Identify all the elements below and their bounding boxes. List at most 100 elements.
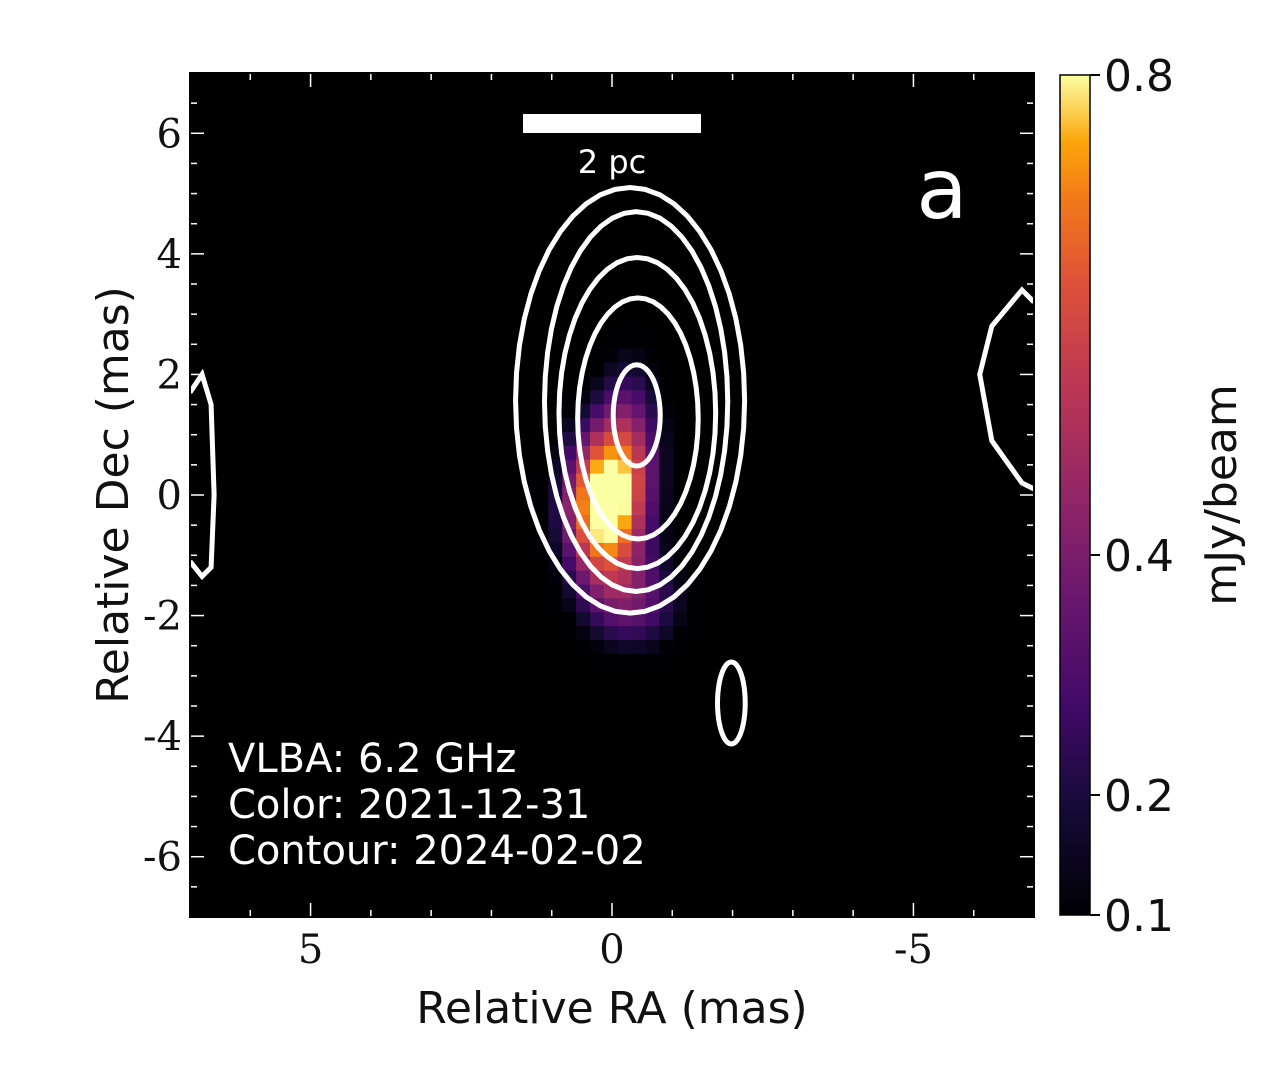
image-pixel — [548, 515, 563, 530]
image-pixel — [617, 334, 633, 350]
y-tick-label: -4 — [143, 714, 182, 760]
image-pixel — [645, 348, 660, 364]
contour-line — [575, 295, 701, 542]
image-pixel — [617, 653, 633, 669]
image-pixel — [645, 570, 660, 586]
image-pixel — [659, 473, 674, 488]
image-pixel — [659, 487, 674, 502]
image-pixel — [659, 612, 674, 627]
image-pixel — [659, 653, 674, 669]
image-pixel — [548, 584, 563, 599]
image-pixel — [617, 432, 633, 447]
image-pixel — [645, 612, 660, 627]
image-pixel — [562, 542, 577, 558]
image-pixel — [631, 487, 646, 502]
image-pixel — [645, 515, 660, 530]
image-pixel — [659, 639, 674, 655]
image-pixel — [589, 376, 605, 391]
image-pixel — [631, 432, 646, 447]
image-pixel — [659, 584, 674, 599]
image-pixel — [603, 348, 619, 364]
image-pixel — [631, 639, 646, 655]
annotation-line: VLBA: 6.2 GHz — [228, 736, 516, 782]
image-pixel — [617, 404, 633, 419]
image-pixel — [589, 418, 605, 433]
annotation-line: Contour: 2024-02-02 — [228, 828, 646, 874]
image-pixel — [659, 432, 674, 447]
image-pixel — [645, 653, 660, 669]
contour-line — [541, 209, 731, 594]
image-pixel — [603, 334, 619, 350]
plot-frame — [189, 72, 1035, 918]
x-tick-label: 5 — [298, 927, 323, 973]
image-pixel — [576, 487, 591, 502]
image-pixel — [645, 459, 660, 475]
contour-line — [610, 362, 663, 469]
annotation-line: Color: 2021-12-31 — [228, 782, 590, 828]
colorbar-tick-label: 0.4 — [1104, 531, 1174, 582]
image-pixel — [645, 542, 660, 558]
image-pixel — [589, 515, 605, 530]
image-pixel — [617, 626, 633, 641]
image-pixel — [645, 404, 660, 419]
image-pixel — [589, 404, 605, 419]
image-pixel — [589, 432, 605, 447]
image-pixel — [631, 404, 646, 419]
image-pixel — [673, 598, 688, 613]
image-pixel — [659, 501, 674, 516]
image-pixel — [589, 639, 605, 655]
image-pixel — [603, 612, 619, 627]
image-pixel — [617, 542, 633, 558]
image-pixel — [687, 584, 702, 599]
image-pixel — [617, 348, 633, 364]
image-pixel — [659, 418, 674, 433]
image-pixel — [603, 459, 619, 475]
image-pixel — [645, 473, 660, 488]
image-pixel — [631, 348, 646, 364]
y-axis-label: Relative Dec (mas) — [88, 286, 139, 704]
image-pixel — [589, 584, 605, 599]
image-pixel — [659, 626, 674, 641]
contour-line — [513, 185, 748, 616]
image-pixel — [645, 639, 660, 655]
y-tick-label: 6 — [157, 111, 182, 157]
image-pixel — [645, 626, 660, 641]
colorbar — [1059, 74, 1091, 916]
image-pixel — [631, 376, 646, 391]
image-pixel — [645, 501, 660, 516]
image-pixel — [589, 626, 605, 641]
y-tick-label: 0 — [157, 473, 182, 519]
image-pixel — [548, 598, 563, 613]
colorbar-tick-label: 0.2 — [1104, 771, 1174, 822]
colorbar-tick-label: 0.1 — [1104, 891, 1174, 942]
image-pixel — [631, 501, 646, 516]
image-pixel — [534, 487, 549, 502]
image-pixel — [534, 501, 549, 516]
image-pixel — [631, 334, 646, 350]
image-pixel — [631, 473, 646, 488]
image-pixel — [673, 612, 688, 627]
image-pixel — [562, 626, 577, 641]
contour-line — [714, 659, 748, 747]
image-pixel — [631, 542, 646, 558]
image-pixel — [617, 612, 633, 627]
image-pixel — [659, 390, 674, 405]
y-tick-label: 2 — [157, 352, 182, 398]
image-pixel — [673, 639, 688, 655]
image-pixel — [603, 639, 619, 655]
image-pixel — [631, 418, 646, 433]
image-pixel — [659, 445, 674, 461]
image-pixel — [603, 501, 619, 516]
image-pixel — [603, 487, 619, 502]
image-pixel — [631, 653, 646, 669]
image-pixel — [659, 376, 674, 391]
y-tick-label: 4 — [157, 232, 182, 278]
scale-bar-label: 2 pc — [578, 143, 646, 181]
image-pixel — [617, 473, 633, 488]
image-pixel — [631, 390, 646, 405]
contours — [190, 185, 1034, 747]
image-pixel — [617, 515, 633, 530]
image-pixel — [617, 639, 633, 655]
image-pixel — [589, 653, 605, 669]
